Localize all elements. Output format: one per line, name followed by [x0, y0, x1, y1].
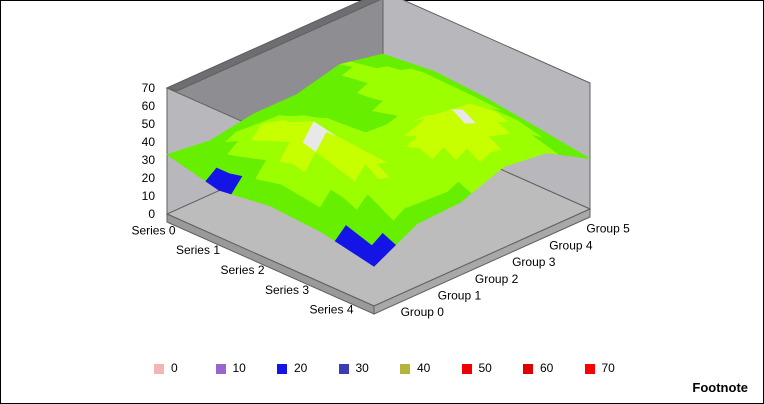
legend-label: 0 [171, 361, 178, 375]
series-tick-label: Series 0 [131, 223, 175, 237]
legend-label: 10 [232, 361, 246, 375]
legend-label: 50 [478, 361, 492, 375]
legend-swatch [215, 364, 226, 374]
legend: 0 10 20 30 40 50 60 70 [0, 361, 764, 377]
legend-swatch [523, 364, 533, 374]
surface-patch [360, 245, 386, 267]
legend-label: 30 [355, 361, 369, 375]
legend-label: 70 [601, 361, 615, 375]
z-tick-label: 70 [142, 81, 156, 95]
legend-swatch [400, 364, 410, 374]
legend-label: 40 [417, 361, 431, 375]
z-tick-label: 40 [142, 135, 156, 149]
group-tick-label: Group 2 [475, 272, 519, 286]
series-tick-label: Series 2 [220, 263, 264, 277]
legend-swatch [461, 364, 472, 374]
legend-label: 20 [294, 361, 308, 375]
surface-mesh [166, 53, 591, 267]
series-tick-label: Series 1 [176, 243, 220, 257]
z-tick-label: 60 [142, 99, 156, 113]
back-wall-top [165, 0, 381, 92]
z-tick-label: 10 [142, 189, 156, 203]
z-axis-ticks: 0 10 20 30 40 50 60 70 [142, 81, 156, 221]
legend-swatch [338, 364, 349, 374]
z-tick-label: 30 [142, 153, 156, 167]
z-tick-label: 20 [142, 171, 156, 185]
legend-swatch [277, 364, 287, 374]
footnote: Footnote [692, 380, 748, 395]
series-tick-label: Series 3 [265, 283, 309, 297]
floor-edge-right [373, 208, 591, 315]
legend-label: 60 [540, 361, 554, 375]
series-tick-label: Series 4 [309, 303, 353, 317]
group-tick-label: Group 3 [512, 255, 556, 269]
legend-swatch [154, 364, 164, 374]
group-tick-label: Group 0 [401, 305, 445, 319]
group-tick-label: Group 1 [438, 288, 482, 302]
group-tick-label: Group 5 [586, 222, 630, 236]
group-axis-ticks: Group 0 Group 1 Group 2 Group 3 Group 4 Group… [401, 222, 630, 319]
group-tick-label: Group 4 [549, 238, 593, 252]
z-tick-label: 50 [142, 117, 156, 131]
legend-swatch [584, 364, 595, 374]
z-tick-label: 0 [148, 207, 155, 221]
